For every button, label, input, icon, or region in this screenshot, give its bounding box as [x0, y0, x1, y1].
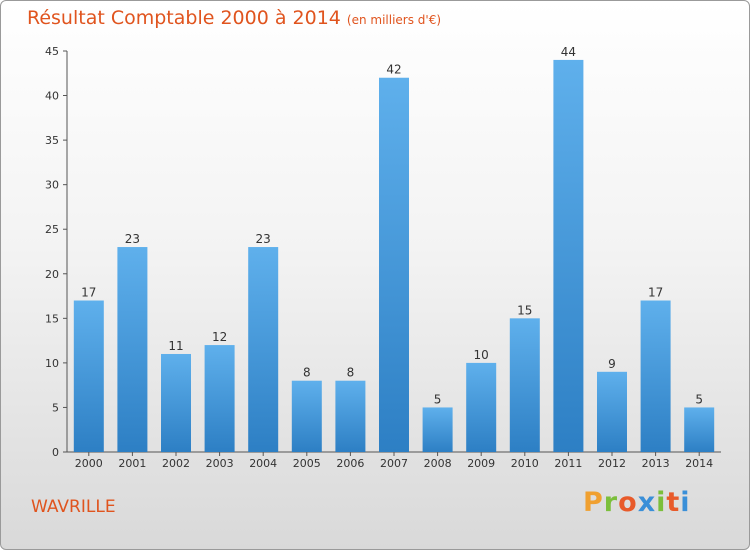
logo-letter: r [603, 487, 619, 518]
x-tick-label: 2006 [336, 457, 364, 470]
bar-value-label: 8 [303, 366, 311, 380]
bar [684, 407, 715, 452]
x-tick-label: 2001 [118, 457, 146, 470]
x-tick-label: 2005 [293, 457, 321, 470]
bar-value-label: 23 [125, 232, 140, 246]
x-tick-label: 2011 [554, 457, 582, 470]
bar [422, 407, 453, 452]
y-tick-label: 10 [45, 357, 59, 370]
bar [335, 380, 366, 452]
y-tick-label: 45 [45, 45, 59, 58]
proxiti-logo: Proxiti [583, 487, 691, 518]
x-tick-label: 2007 [380, 457, 408, 470]
logo-letter: x [637, 487, 657, 518]
x-tick-label: 2010 [511, 457, 539, 470]
y-tick-label: 30 [45, 179, 59, 192]
bar [379, 77, 409, 452]
y-tick-label: 25 [45, 223, 59, 236]
bar-value-label: 23 [256, 232, 271, 246]
bar [553, 59, 584, 453]
bar-value-label: 5 [434, 392, 442, 406]
chart-title: Résultat Comptable 2000 à 2014 (en millie… [27, 7, 441, 29]
x-tick-label: 2002 [162, 457, 190, 470]
y-tick-label: 5 [52, 401, 59, 414]
bar-value-label: 17 [648, 286, 663, 300]
logo-letter: P [583, 487, 604, 518]
bar-value-label: 44 [561, 45, 576, 59]
bar [117, 247, 148, 452]
commune-name: WAVRILLE [31, 497, 116, 517]
x-tick-label: 2013 [642, 457, 670, 470]
bar-value-label: 9 [608, 357, 616, 371]
bar-value-label: 15 [517, 303, 532, 317]
bar-value-label: 10 [474, 348, 489, 362]
x-tick-label: 2008 [424, 457, 452, 470]
x-tick-label: 2012 [598, 457, 626, 470]
bar [291, 380, 322, 452]
y-tick-label: 15 [45, 312, 59, 325]
logo-letter: o [618, 487, 638, 518]
y-tick-label: 20 [45, 268, 59, 281]
bar [509, 318, 540, 452]
y-tick-label: 35 [45, 134, 59, 147]
y-tick-label: 40 [45, 90, 59, 103]
logo-letter: i [680, 487, 691, 518]
bar [248, 247, 279, 452]
bar-value-label: 17 [81, 286, 96, 300]
x-tick-label: 2009 [467, 457, 495, 470]
bar [161, 353, 191, 452]
bar [597, 371, 627, 452]
y-tick-label: 0 [52, 446, 59, 459]
bar [204, 345, 235, 452]
logo-letter: i [656, 487, 667, 518]
bar-value-label: 8 [347, 366, 355, 380]
logo-letter: t [666, 487, 681, 518]
x-tick-label: 2004 [249, 457, 277, 470]
x-tick-label: 2003 [206, 457, 234, 470]
x-tick-label: 2000 [75, 457, 103, 470]
bar-value-label: 42 [386, 63, 401, 77]
bar-value-label: 5 [695, 392, 703, 406]
chart-title-text: Résultat Comptable 2000 à 2014 [27, 7, 341, 29]
bar-value-label: 11 [168, 339, 183, 353]
bar-value-label: 12 [212, 330, 227, 344]
bar [466, 362, 497, 452]
chart-subtitle: (en milliers d'€) [346, 13, 442, 27]
x-tick-label: 2014 [685, 457, 713, 470]
bar [640, 300, 671, 452]
bar [73, 300, 104, 452]
